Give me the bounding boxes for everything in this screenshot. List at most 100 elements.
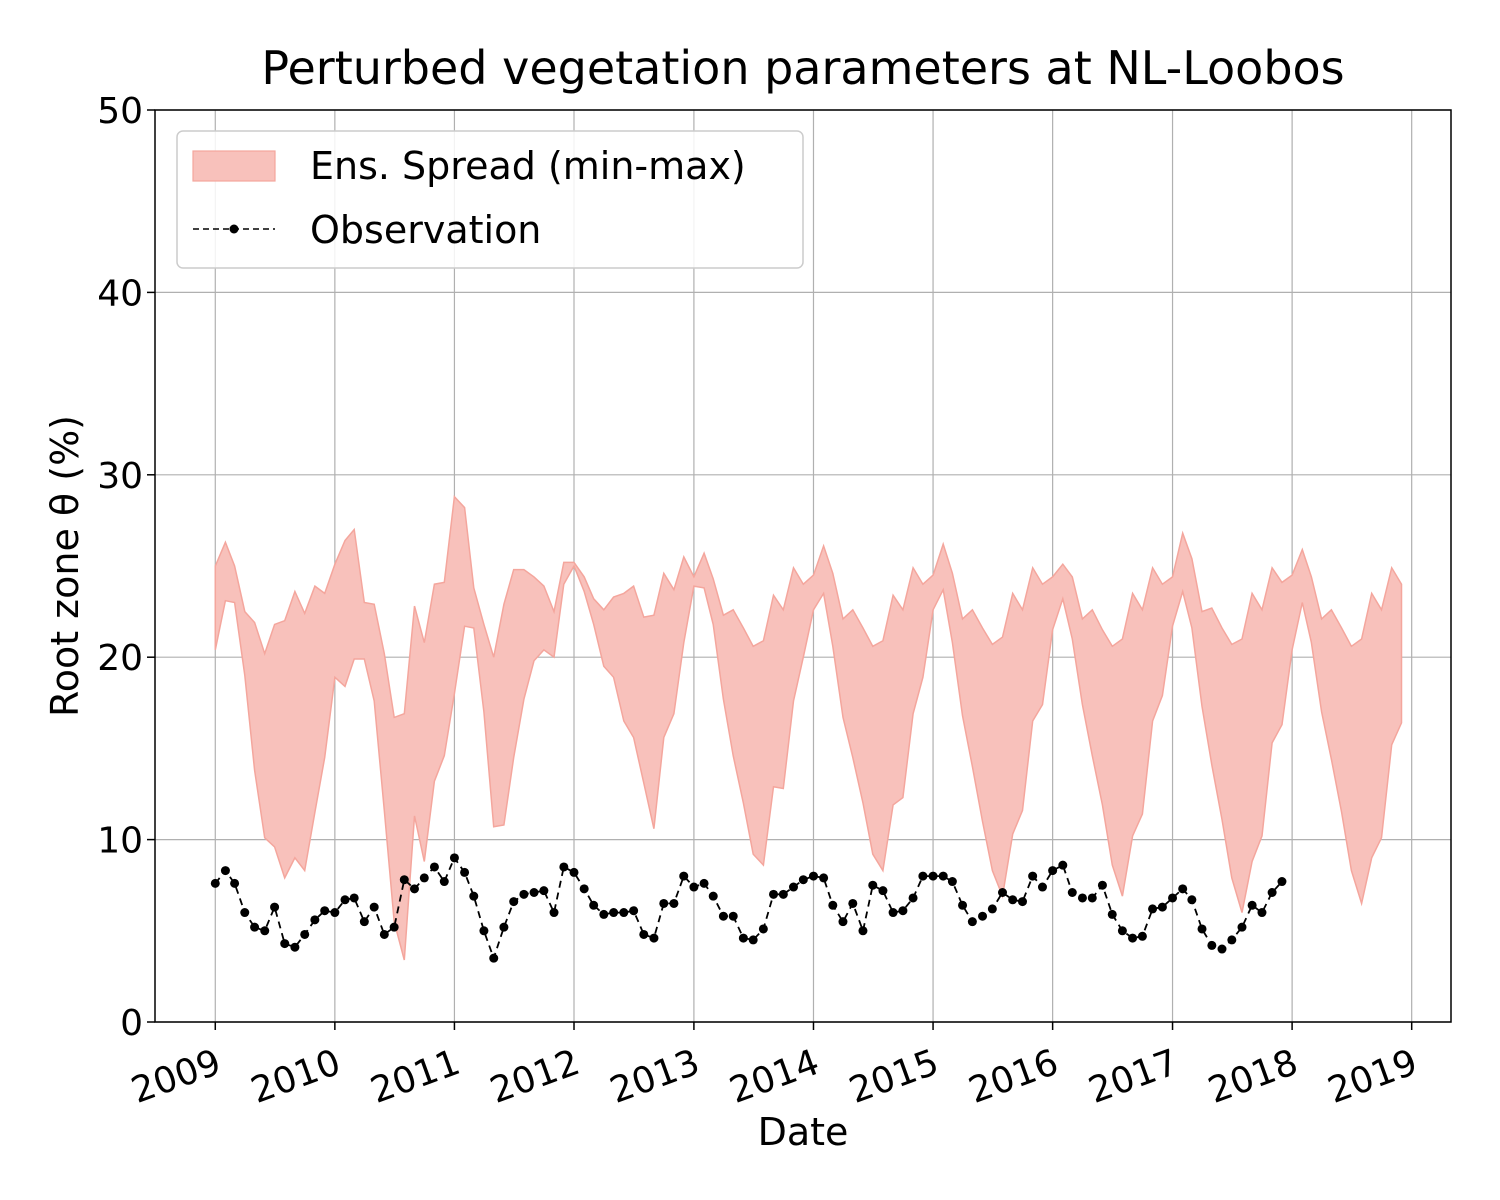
observation-point-79 (998, 887, 1008, 897)
observation-point-83 (1037, 882, 1047, 892)
observation-point-51 (718, 911, 728, 921)
observation-point-80 (1008, 895, 1018, 905)
observation-point-53 (738, 933, 748, 943)
observation-point-60 (808, 871, 818, 881)
observation-point-8 (290, 942, 300, 952)
observation-point-43 (639, 929, 649, 939)
observation-point-59 (798, 875, 808, 885)
observation-point-57 (778, 889, 788, 899)
observation-point-12 (330, 908, 340, 918)
observation-point-102 (1227, 935, 1237, 945)
observation-point-91 (1117, 926, 1127, 936)
observation-point-69 (898, 906, 908, 916)
observation-point-37 (579, 884, 589, 894)
observation-layer (210, 853, 1287, 963)
observation-point-40 (609, 908, 619, 918)
legend-observation-label: Observation (310, 208, 541, 252)
observation-point-66 (868, 880, 878, 890)
observation-point-56 (769, 889, 779, 899)
chart-title: Perturbed vegetation parameters at NL-Lo… (261, 41, 1344, 95)
observation-point-0 (210, 878, 220, 888)
observation-point-35 (559, 862, 569, 872)
observation-point-107 (1277, 877, 1287, 887)
y-axis-label: Root zone θ (%) (43, 415, 87, 717)
observation-point-68 (888, 908, 898, 918)
observation-point-45 (659, 898, 669, 908)
observation-point-47 (679, 871, 689, 881)
observation-point-101 (1217, 944, 1227, 954)
observation-point-19 (399, 875, 409, 885)
observation-point-63 (838, 917, 848, 927)
observation-point-100 (1207, 940, 1217, 950)
observation-point-21 (419, 873, 429, 883)
observation-point-15 (359, 917, 369, 927)
observation-point-106 (1267, 887, 1277, 897)
observation-point-11 (320, 906, 330, 916)
observation-point-44 (649, 933, 659, 943)
observation-point-16 (369, 902, 379, 912)
observation-point-38 (589, 900, 599, 910)
observation-point-10 (310, 915, 320, 925)
observation-point-64 (848, 898, 858, 908)
observation-point-46 (669, 898, 679, 908)
y-tick-label-0: 0 (120, 1003, 143, 1044)
observation-point-24 (449, 853, 459, 863)
observation-point-33 (539, 886, 549, 896)
observation-point-96 (1168, 893, 1178, 903)
observation-point-42 (629, 906, 639, 916)
observation-point-25 (460, 867, 470, 877)
observation-point-99 (1197, 924, 1207, 934)
spread-band (214, 495, 1403, 961)
observation-point-1 (220, 866, 230, 876)
observation-point-3 (240, 908, 250, 918)
observation-point-88 (1087, 893, 1097, 903)
observation-point-103 (1237, 922, 1247, 932)
observation-point-72 (928, 871, 938, 881)
observation-point-52 (728, 911, 738, 921)
observation-point-61 (819, 873, 829, 883)
observation-point-32 (529, 887, 539, 897)
observation-point-18 (389, 922, 399, 932)
observation-point-94 (1148, 904, 1158, 914)
observation-point-92 (1128, 933, 1138, 943)
observation-point-74 (947, 877, 957, 887)
observation-point-82 (1028, 871, 1038, 881)
observation-point-84 (1048, 866, 1058, 876)
observation-point-75 (958, 900, 968, 910)
observation-point-81 (1017, 897, 1027, 907)
observation-point-58 (788, 882, 798, 892)
observation-point-29 (499, 922, 509, 932)
observation-point-65 (858, 926, 868, 936)
observation-point-97 (1178, 884, 1188, 894)
observation-point-95 (1157, 902, 1167, 912)
observation-point-34 (549, 908, 559, 918)
observation-point-6 (270, 902, 280, 912)
observation-point-89 (1097, 880, 1107, 890)
plot-frame (154, 109, 1452, 1023)
observation-point-62 (828, 900, 838, 910)
observation-point-90 (1107, 909, 1117, 919)
observation-point-98 (1187, 895, 1197, 905)
observation-point-70 (908, 893, 918, 903)
observation-point-104 (1247, 900, 1257, 910)
observation-point-14 (349, 893, 359, 903)
observation-point-13 (340, 895, 350, 905)
observation-point-23 (439, 877, 449, 887)
y-tick-label-1: 10 (97, 821, 143, 862)
legend-box (176, 130, 804, 269)
observation-point-67 (878, 886, 888, 896)
observation-point-93 (1137, 931, 1147, 941)
observation-point-39 (599, 909, 609, 919)
legend-spread-swatch (192, 150, 276, 182)
observation-point-31 (519, 889, 529, 899)
y-tick-label-2: 20 (97, 638, 143, 679)
y-tick-label-4: 40 (97, 273, 143, 314)
observation-point-77 (978, 911, 988, 921)
observation-point-76 (967, 917, 977, 927)
observation-point-17 (379, 929, 389, 939)
observation-point-2 (230, 878, 240, 888)
observation-point-36 (569, 867, 579, 877)
spread-layer (214, 495, 1403, 961)
y-tick-label-3: 30 (97, 456, 143, 497)
